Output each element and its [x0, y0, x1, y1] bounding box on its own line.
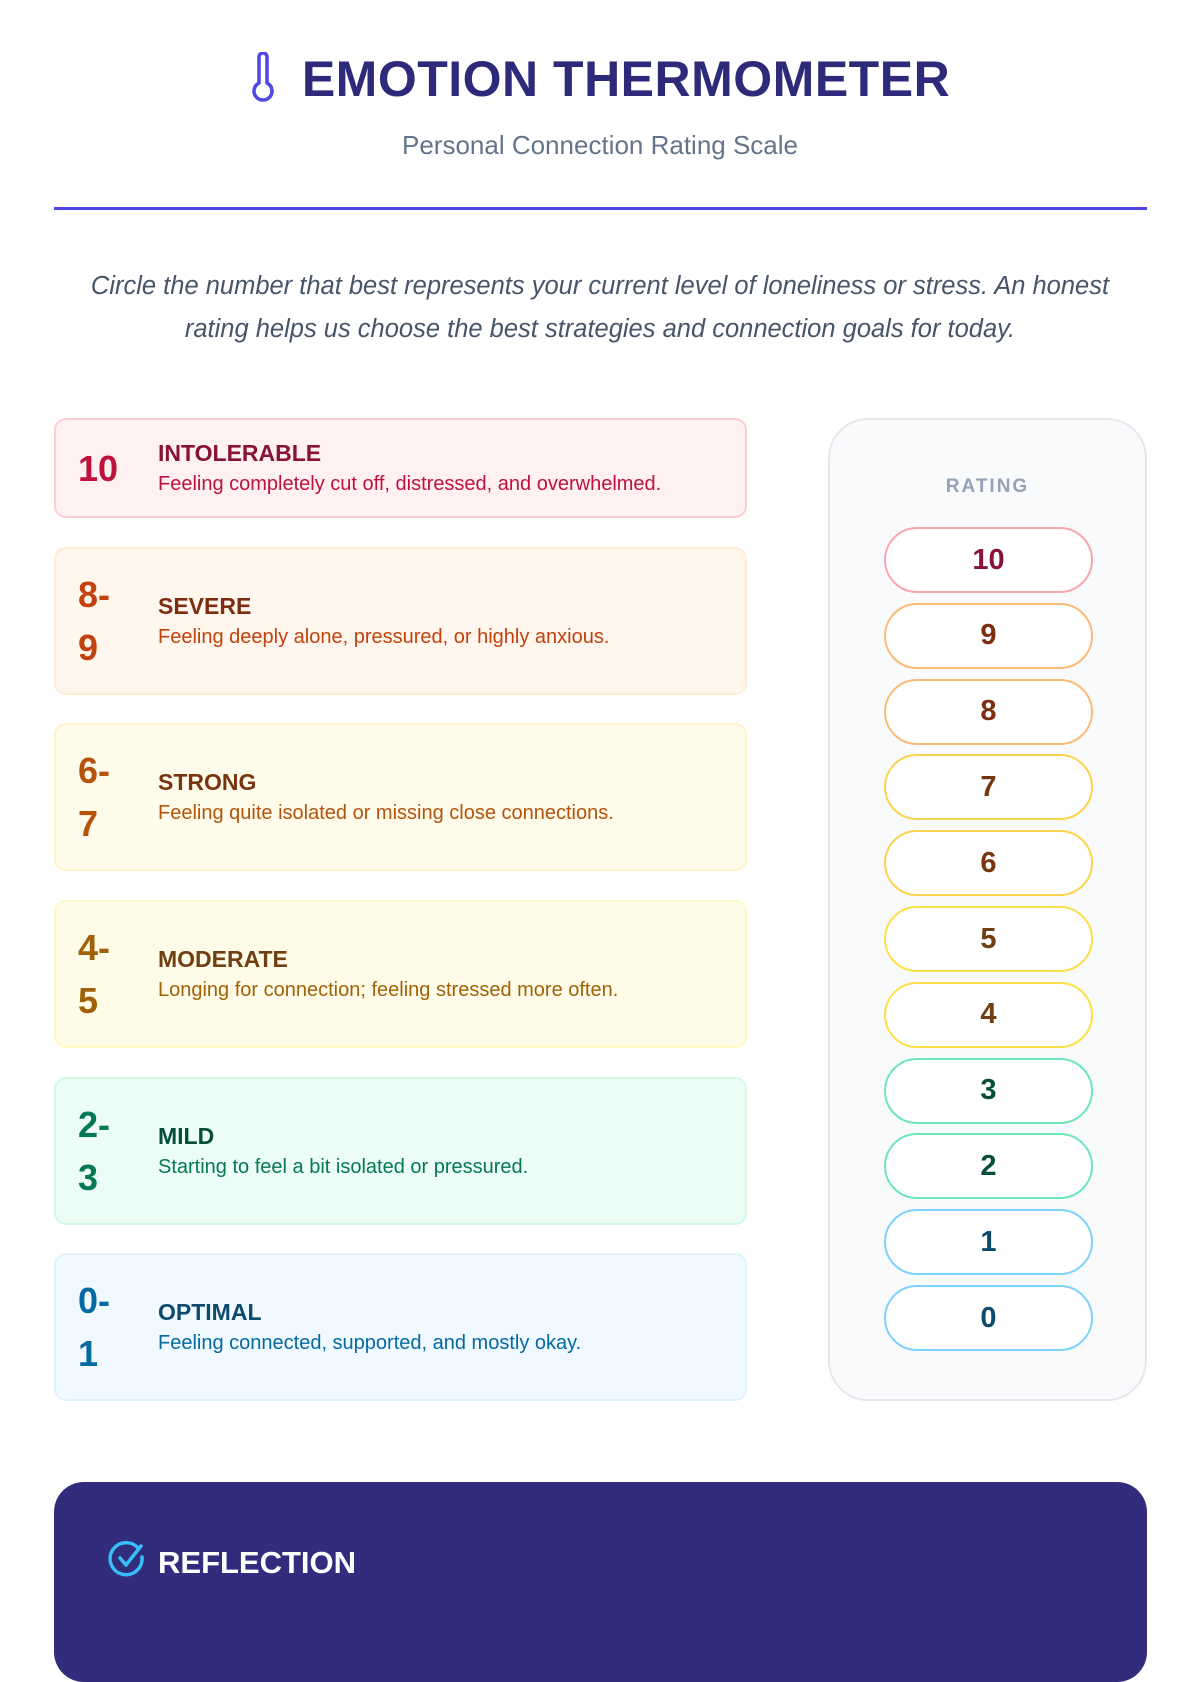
rating-option-8[interactable]: 8	[884, 678, 1093, 745]
header: EMOTION THERMOMETER Personal Connection …	[0, 50, 1200, 161]
level-title: SEVERE	[158, 593, 252, 619]
thermometer-icon	[250, 50, 276, 107]
rating-option-0[interactable]: 0	[884, 1285, 1093, 1351]
level-card-strong: 6-7 STRONG Feeling quite isolated or mis…	[54, 723, 747, 871]
level-card-severe: 8-9 SEVERE Feeling deeply alone, pressur…	[54, 547, 747, 695]
level-title: OPTIMAL	[158, 1299, 262, 1325]
level-title: INTOLERABLE	[158, 440, 322, 466]
rating-option-9[interactable]: 9	[884, 602, 1093, 669]
rating-option-5[interactable]: 5	[884, 906, 1093, 972]
instructions: Circle the number that best represents y…	[90, 272, 1110, 343]
level-range: 10	[78, 447, 119, 489]
level-card-optimal: 0-1 OPTIMAL Feeling connected, supported…	[54, 1253, 747, 1401]
header-divider	[54, 207, 1147, 210]
check-circle-icon	[108, 1540, 146, 1586]
level-description: Feeling connected, supported, and mostly…	[158, 1332, 582, 1354]
level-description: Feeling completely cut off, distressed, …	[158, 473, 662, 495]
level-title: MILD	[158, 1123, 215, 1149]
rating-option-2[interactable]: 2	[884, 1133, 1093, 1200]
level-range: 0-1	[78, 1280, 111, 1374]
level-title: STRONG	[158, 769, 257, 795]
rating-option-6[interactable]: 6	[884, 830, 1093, 897]
rating-option-10[interactable]: 10	[884, 527, 1093, 593]
level-description: Feeling deeply alone, pressured, or high…	[158, 626, 610, 648]
reflection-title: REFLECTION	[158, 1545, 357, 1580]
level-range: 4-5	[78, 927, 111, 1021]
page-subtitle: Personal Connection Rating Scale	[401, 130, 799, 160]
level-range: 2-3	[78, 1104, 111, 1198]
rating-option-1[interactable]: 1	[884, 1209, 1093, 1276]
rating-label: RATING	[945, 476, 1030, 497]
rating-option-4[interactable]: 4	[884, 981, 1093, 1048]
level-range: 8-9	[78, 574, 111, 668]
level-title: MODERATE	[158, 946, 288, 972]
reflection-section: REFLECTION	[54, 1482, 1147, 1682]
page-title: EMOTION THERMOMETER	[301, 51, 951, 107]
level-card-intolerable: 10 INTOLERABLE Feeling completely cut of…	[54, 418, 747, 518]
level-description: Starting to feel a bit isolated or press…	[158, 1156, 529, 1178]
level-description: Longing for connection; feeling stressed…	[158, 979, 619, 1001]
rating-panel: RATING 10 9 8 7 6 5 4 3 2 1 0	[828, 418, 1147, 1401]
level-description: Feeling quite isolated or missing close …	[158, 802, 614, 824]
rating-option-7[interactable]: 7	[884, 754, 1093, 821]
level-range: 6-7	[78, 750, 111, 844]
rating-option-3[interactable]: 3	[884, 1057, 1093, 1124]
level-card-moderate: 4-5 MODERATE Longing for connection; fee…	[54, 900, 747, 1048]
level-card-mild: 2-3 MILD Starting to feel a bit isolated…	[54, 1077, 747, 1225]
